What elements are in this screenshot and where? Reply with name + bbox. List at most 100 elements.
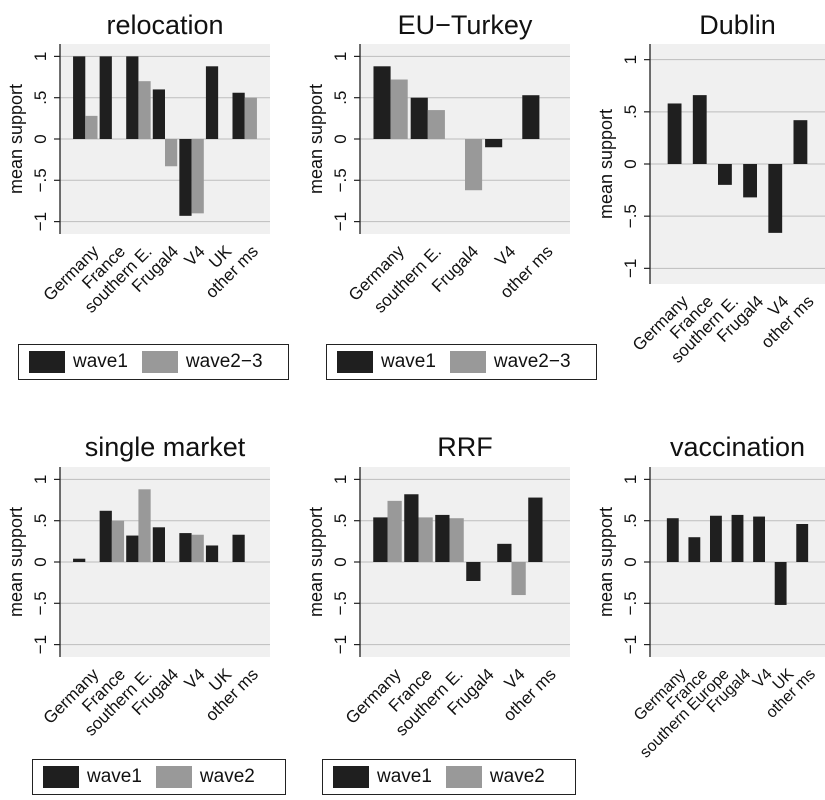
y-axis-title: mean support bbox=[596, 507, 616, 617]
bar-wave2 bbox=[449, 518, 464, 562]
legend-rrf: wave1 wave2 bbox=[322, 759, 576, 795]
bar-wave2−3 bbox=[244, 97, 257, 139]
legend-swatch-wave2 bbox=[445, 766, 482, 788]
y-tick-label: .5 bbox=[331, 91, 350, 105]
y-tick-label: 0 bbox=[621, 557, 640, 566]
y-tick-label: .5 bbox=[31, 514, 50, 528]
y-tick-label: −.5 bbox=[331, 168, 350, 192]
bar-wave1 bbox=[179, 139, 192, 216]
bar-wave1 bbox=[667, 103, 682, 164]
legend-swatch-wave1 bbox=[337, 351, 373, 373]
legend-label: wave2 bbox=[199, 766, 255, 787]
bar-wave1 bbox=[528, 497, 543, 562]
legend-eu-turkey: wave1 wave2−3 bbox=[326, 344, 597, 380]
y-tick-label: −.5 bbox=[31, 591, 50, 615]
bar-wave1 bbox=[435, 514, 450, 562]
y-tick-label: −1 bbox=[621, 635, 640, 654]
legend-label: wave1 bbox=[73, 351, 128, 372]
legend-swatch-wave1 bbox=[43, 766, 79, 788]
y-tick-label: 0 bbox=[621, 159, 640, 168]
y-tick-label: 1 bbox=[621, 475, 640, 484]
y-tick-label: −1 bbox=[31, 212, 50, 231]
bar-wave2−3 bbox=[191, 139, 204, 214]
y-tick-label: −.5 bbox=[331, 591, 350, 615]
bar-wave1 bbox=[99, 510, 112, 562]
bar-wave2−3 bbox=[427, 110, 445, 139]
bar-wave1 bbox=[768, 164, 783, 233]
legend-label: wave2 bbox=[489, 766, 545, 787]
bar-wave1 bbox=[99, 56, 112, 139]
y-tick-label: 1 bbox=[331, 475, 350, 484]
y-tick-label: −.5 bbox=[621, 204, 640, 228]
bar-wave1 bbox=[692, 95, 707, 164]
bar-wave1 bbox=[73, 558, 86, 562]
chart-title: Dublin bbox=[699, 10, 776, 40]
legend-item-wave1: wave1 bbox=[43, 766, 142, 788]
legend-item-wave2: wave2−3 bbox=[449, 351, 571, 373]
chart-title: single market bbox=[85, 432, 246, 462]
bar-wave1 bbox=[796, 524, 809, 562]
bar-wave1 bbox=[152, 527, 165, 562]
bar-wave1 bbox=[743, 164, 758, 198]
y-tick-label: 1 bbox=[31, 475, 50, 484]
legend-swatch-wave1 bbox=[333, 766, 369, 788]
chart-title: RRF bbox=[437, 432, 493, 462]
legend-item-wave1: wave1 bbox=[337, 351, 436, 373]
chart-title: relocation bbox=[106, 10, 223, 40]
bar-wave2 bbox=[191, 534, 204, 562]
y-tick-label: .5 bbox=[621, 514, 640, 528]
bar-wave2 bbox=[387, 500, 402, 562]
y-tick-label: 1 bbox=[621, 55, 640, 64]
bar-wave1 bbox=[774, 562, 787, 605]
x-tick-label: V4 bbox=[181, 242, 209, 270]
y-tick-label: −1 bbox=[331, 212, 350, 231]
bar-wave2−3 bbox=[465, 139, 483, 191]
bar-wave1 bbox=[232, 534, 245, 562]
y-tick-label: .5 bbox=[621, 105, 640, 119]
bar-wave2−3 bbox=[390, 79, 408, 139]
legend-item-wave1: wave1 bbox=[333, 766, 432, 788]
y-tick-label: .5 bbox=[331, 514, 350, 528]
bar-wave1 bbox=[373, 66, 391, 139]
y-axis-title: mean support bbox=[596, 109, 616, 219]
y-axis-title: mean support bbox=[306, 507, 326, 617]
x-tick-label: V4 bbox=[181, 665, 209, 693]
legend-label: wave1 bbox=[381, 351, 436, 372]
bar-wave1 bbox=[466, 562, 481, 581]
y-axis-title: mean support bbox=[6, 507, 26, 617]
legend-item-wave1: wave1 bbox=[29, 351, 128, 373]
bar-wave1 bbox=[205, 66, 219, 139]
bar-wave1 bbox=[497, 543, 512, 562]
legend-single-market: wave1 wave2 bbox=[32, 759, 286, 795]
y-tick-label: −.5 bbox=[31, 168, 50, 192]
bar-wave1 bbox=[709, 515, 722, 562]
y-axis-title: mean support bbox=[6, 84, 26, 194]
bar-wave1 bbox=[410, 97, 428, 139]
bar-wave1 bbox=[688, 537, 701, 562]
y-tick-label: 0 bbox=[331, 557, 350, 566]
y-tick-label: −1 bbox=[331, 635, 350, 654]
chart-title: vaccination bbox=[670, 432, 805, 462]
y-tick-label: −.5 bbox=[621, 591, 640, 615]
legend-swatch-wave1 bbox=[29, 351, 65, 373]
legend-swatch-wave2 bbox=[449, 351, 486, 373]
y-tick-label: 0 bbox=[31, 134, 50, 143]
y-tick-label: 0 bbox=[31, 557, 50, 566]
legend-item-wave2: wave2 bbox=[445, 766, 545, 788]
bar-wave1 bbox=[485, 139, 503, 148]
bar-wave1 bbox=[666, 518, 679, 562]
bar-wave1 bbox=[152, 89, 165, 139]
bar-wave1 bbox=[126, 56, 139, 139]
legend-label: wave1 bbox=[87, 766, 142, 787]
bar-wave2 bbox=[418, 517, 433, 562]
legend-relocation: wave1 wave2−3 bbox=[18, 344, 289, 380]
y-tick-label: 0 bbox=[331, 134, 350, 143]
bar-wave2−3 bbox=[85, 115, 98, 139]
legend-label: wave2−3 bbox=[493, 351, 571, 372]
bar-wave1 bbox=[126, 535, 139, 562]
bar-wave1 bbox=[522, 95, 540, 139]
legend-label: wave1 bbox=[377, 766, 432, 787]
bar-wave2 bbox=[138, 489, 151, 562]
bar-wave1 bbox=[232, 92, 245, 139]
